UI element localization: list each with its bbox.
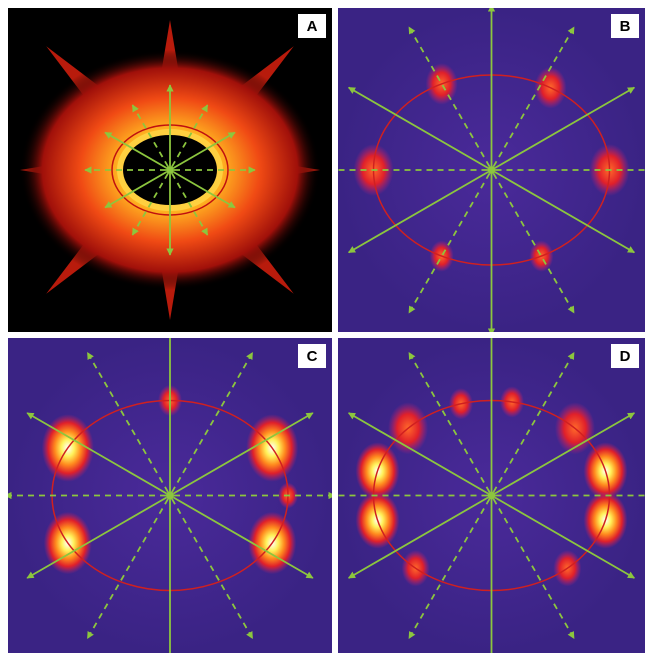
center-dot bbox=[166, 166, 174, 174]
panel-label: B bbox=[620, 18, 631, 35]
panel bbox=[327, 331, 649, 657]
center-dot bbox=[488, 492, 496, 500]
panel bbox=[8, 8, 332, 332]
center-dot bbox=[166, 492, 174, 500]
panel-label: D bbox=[620, 348, 631, 365]
panel-label: C bbox=[307, 348, 318, 365]
panel-label: A bbox=[307, 18, 318, 35]
panel bbox=[5, 331, 335, 657]
panel bbox=[327, 5, 649, 335]
figure: A B C D bbox=[0, 0, 649, 657]
center-dot bbox=[488, 166, 496, 174]
